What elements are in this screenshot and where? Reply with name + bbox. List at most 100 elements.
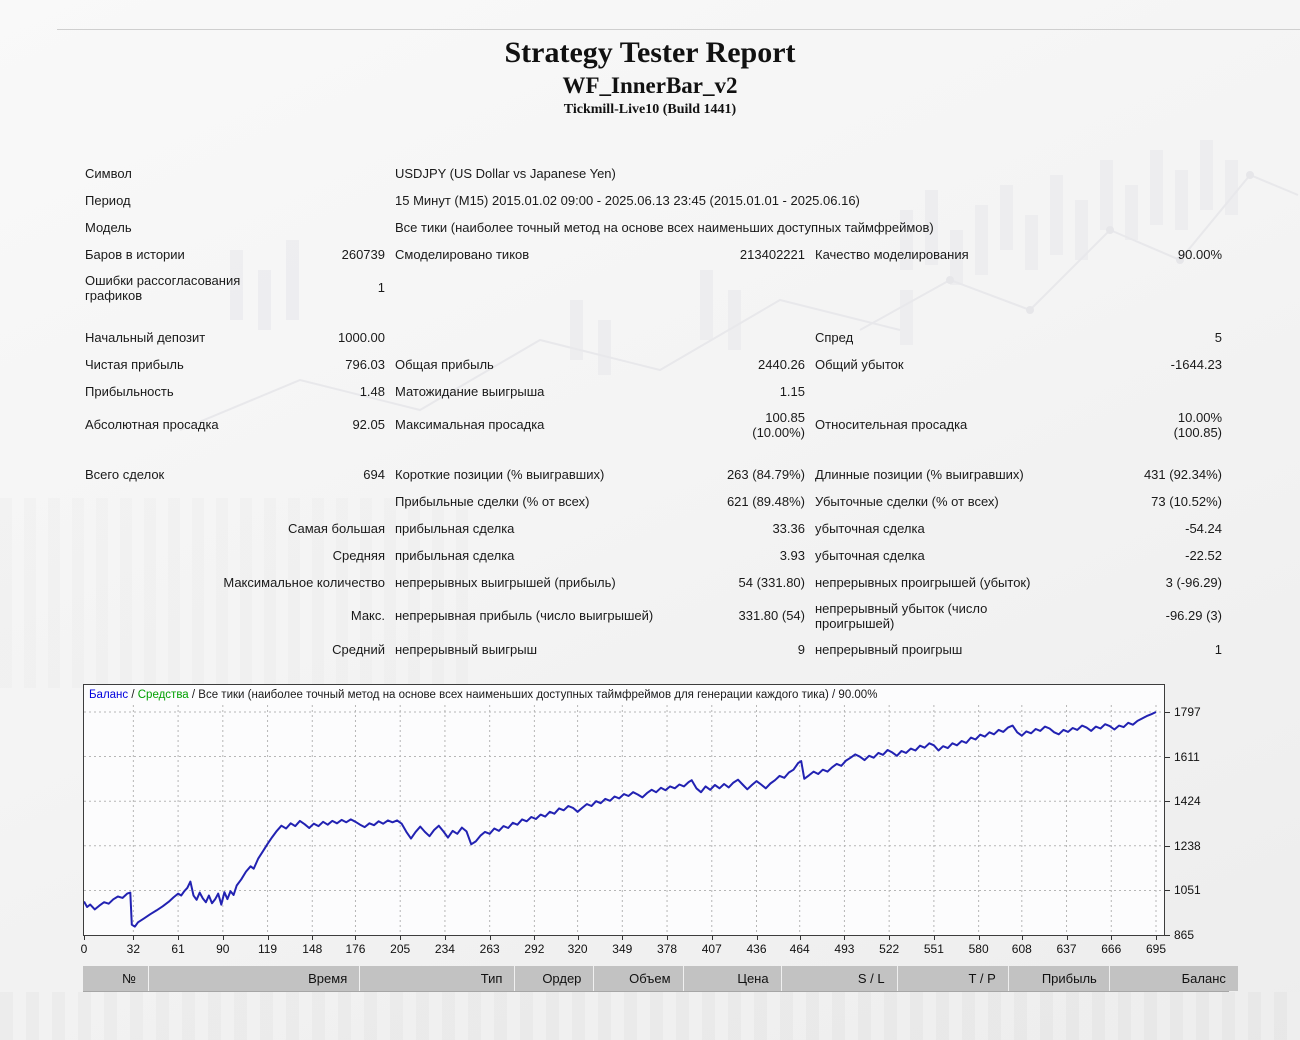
summary-value: 796.03 — [345, 356, 385, 372]
summary-label: Убыточные сделки (% от всех) — [815, 493, 999, 509]
x-axis-tick — [133, 936, 135, 940]
trades-header-cell: Тип — [360, 966, 515, 991]
summary-value: 260739 — [341, 246, 385, 262]
y-axis-tick — [1165, 890, 1170, 892]
summary-row: Баров в истории 260739 Смоделировано тиков… — [85, 241, 1222, 268]
y-axis-label: 865 — [1174, 928, 1195, 942]
summary-value: 10.00% (100.85) — [1173, 409, 1222, 440]
summary-value: 1 — [1214, 641, 1222, 657]
trades-header-cell: Прибыль — [1008, 966, 1109, 991]
summary-label: Спред — [815, 329, 854, 345]
summary-value: 33.36 — [772, 520, 805, 536]
x-axis-label: 608 — [1011, 942, 1032, 956]
trades-header-cell: Объем — [594, 966, 683, 991]
summary-label: убыточная сделка — [815, 520, 925, 536]
x-axis-tick — [577, 936, 579, 940]
balance-line — [84, 711, 1157, 928]
legend-item: Баланс — [89, 689, 129, 701]
summary-value: 5 — [1214, 329, 1222, 345]
trades-header-cell: Ордер — [515, 966, 594, 991]
x-axis-tick — [622, 936, 624, 940]
x-axis-label: 0 — [80, 942, 88, 956]
x-axis-label: 263 — [479, 942, 500, 956]
summary-label: Общий убыток — [815, 356, 904, 372]
legend-item: 90.00% — [838, 689, 878, 701]
summary-value: -54.24 — [1185, 520, 1222, 536]
x-axis-label: 551 — [923, 942, 944, 956]
summary-value: 694 — [363, 466, 385, 482]
x-axis-label: 493 — [834, 942, 855, 956]
x-axis-label: 464 — [789, 942, 810, 956]
x-axis-label: 234 — [434, 942, 455, 956]
trades-header-cell: Баланс — [1109, 966, 1238, 991]
summary-row: Абсолютная просадка 92.05 Максимальная про… — [85, 405, 1222, 445]
summary-label: прибыльная сделка — [395, 547, 515, 563]
summary-label: 15 Минут (M15) 2015.01.02 09:00 - 2025.0… — [395, 192, 860, 208]
summary-row: Средняя прибыльная сделка 3.93 убыточная сд… — [85, 542, 1222, 569]
x-axis-label: 90 — [216, 942, 230, 956]
x-axis-tick — [933, 936, 935, 940]
summary-value: 73 (10.52%) — [1151, 493, 1222, 509]
summary-label: Средний — [332, 641, 385, 657]
x-axis-tick — [178, 936, 180, 940]
summary-label: Относительная просадка — [815, 417, 968, 433]
legend-separator: / — [188, 689, 199, 701]
x-axis-label: 32 — [126, 942, 141, 956]
x-axis-tick — [844, 936, 846, 940]
summary-value: 431 (92.34%) — [1143, 466, 1222, 482]
summary-row: Модель Все тики (наиболее точный метод на… — [85, 214, 1222, 241]
summary-table: Символ USDJPY (US Dollar vs Japanese Yen)… — [85, 160, 1222, 663]
summary-value: 3.93 — [779, 547, 805, 563]
summary-label: прибыльная сделка — [395, 520, 515, 536]
x-axis-label: 176 — [345, 942, 366, 956]
summary-row: Самая большая прибыльная сделка 33.36 убыто… — [85, 515, 1222, 542]
summary-label: Прибыльность — [85, 383, 174, 399]
y-axis-label: 1797 — [1174, 705, 1201, 719]
summary-label: Абсолютная просадка — [85, 417, 219, 433]
report-title: Strategy Tester Report — [504, 36, 796, 69]
server-build: Tickmill-Live10 (Build 1441) — [563, 102, 737, 117]
chart-frame: Баланс / Средства / Все тики (наиболее т… — [83, 684, 1165, 936]
summary-row: Всего сделок 694 Короткие позиции (% выигр… — [85, 461, 1222, 488]
x-axis-label: 148 — [302, 942, 323, 956]
x-axis-tick — [312, 936, 314, 940]
summary-value: 3 (-96.29) — [1165, 574, 1222, 590]
y-axis-label: 1238 — [1174, 838, 1201, 853]
x-axis-label: 119 — [257, 942, 278, 956]
summary-label: непрерывный выигрыш — [395, 641, 538, 657]
summary-row: Прибыльность 1.48 Матожидание выигрыша 1.15 — [85, 378, 1222, 405]
summary-value: 1.15 — [779, 383, 805, 399]
summary-value: 2440.26 — [758, 356, 805, 372]
summary-row: Период 15 Минут (M15) 2015.01.02 09:00 - … — [85, 187, 1222, 214]
chart-legend: Баланс / Средства / Все тики (наиболее т… — [84, 685, 1164, 705]
x-axis-tick — [711, 936, 713, 940]
x-axis-tick — [1021, 936, 1023, 940]
x-axis-label: 580 — [968, 942, 989, 956]
summary-label: Символ — [85, 165, 132, 181]
summary-label: Смоделировано тиков — [395, 246, 530, 262]
x-axis-label: 522 — [879, 942, 900, 956]
summary-label: непрерывная прибыль (число выигрышей) — [395, 608, 654, 624]
summary-label: Баров в истории — [85, 246, 185, 262]
x-axis-tick — [1111, 936, 1113, 940]
x-axis-label: 378 — [657, 942, 678, 956]
expert-name: WF_InnerBar_v2 — [562, 73, 738, 98]
x-axis-tick — [978, 936, 980, 940]
x-axis-label: 666 — [1101, 942, 1122, 956]
x-axis-label: 349 — [612, 942, 633, 956]
x-axis-tick — [267, 936, 269, 940]
trades-header-cell: Цена — [683, 966, 781, 991]
y-axis-label: 1424 — [1174, 794, 1201, 809]
x-axis-label: 436 — [746, 942, 767, 956]
summary-label: Прибыльные сделки (% от всех) — [395, 493, 590, 509]
summary-value: 54 (331.80) — [738, 574, 806, 590]
summary-value: 100.85 (10.00%) — [752, 409, 805, 440]
top-divider — [57, 29, 1300, 30]
summary-label: Качество моделирования — [815, 246, 969, 262]
x-axis-tick — [400, 936, 402, 940]
x-axis-tick — [355, 936, 357, 940]
summary-label: Всего сделок — [85, 466, 165, 482]
summary-value: 1000.00 — [338, 329, 385, 345]
summary-value: -96.29 (3) — [1165, 608, 1222, 624]
summary-label: Общая прибыль — [395, 356, 494, 372]
